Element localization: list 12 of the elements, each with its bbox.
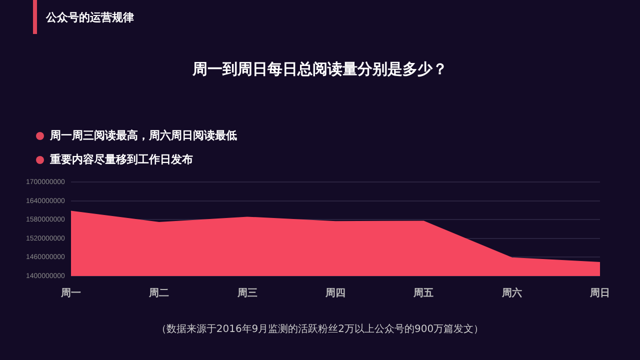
x-tick-label: 周一 xyxy=(60,286,81,299)
x-tick-label: 周四 xyxy=(324,286,346,299)
x-tick-label: 周二 xyxy=(148,286,170,299)
chart-title: 周一到周日每日总阅读量分别是多少？ xyxy=(192,60,448,79)
text: 重要内容尽量移到工作日发布 xyxy=(50,152,193,167)
x-tick-label: 周六 xyxy=(500,286,522,299)
text: 周一周三阅读最高，周六周日阅读最低 xyxy=(50,128,237,143)
x-tick-label: 周五 xyxy=(412,286,434,299)
text: 公众号的运营规律 xyxy=(46,10,134,25)
x-tick-label: 周三 xyxy=(236,286,258,299)
x-tick-label: 周日 xyxy=(589,286,610,299)
text: （数据来源于2016年9月监测的活跃粉丝2万以上公众号的900万篇发文） xyxy=(155,322,485,336)
